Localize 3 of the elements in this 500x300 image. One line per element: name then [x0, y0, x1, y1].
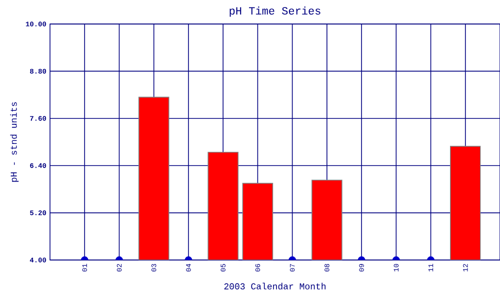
chart-title: pH Time Series [230, 6, 320, 17]
x-axis-title: 2003 Calendar Month [224, 282, 326, 290]
y-axis-title: pH - stnd units [10, 102, 19, 182]
